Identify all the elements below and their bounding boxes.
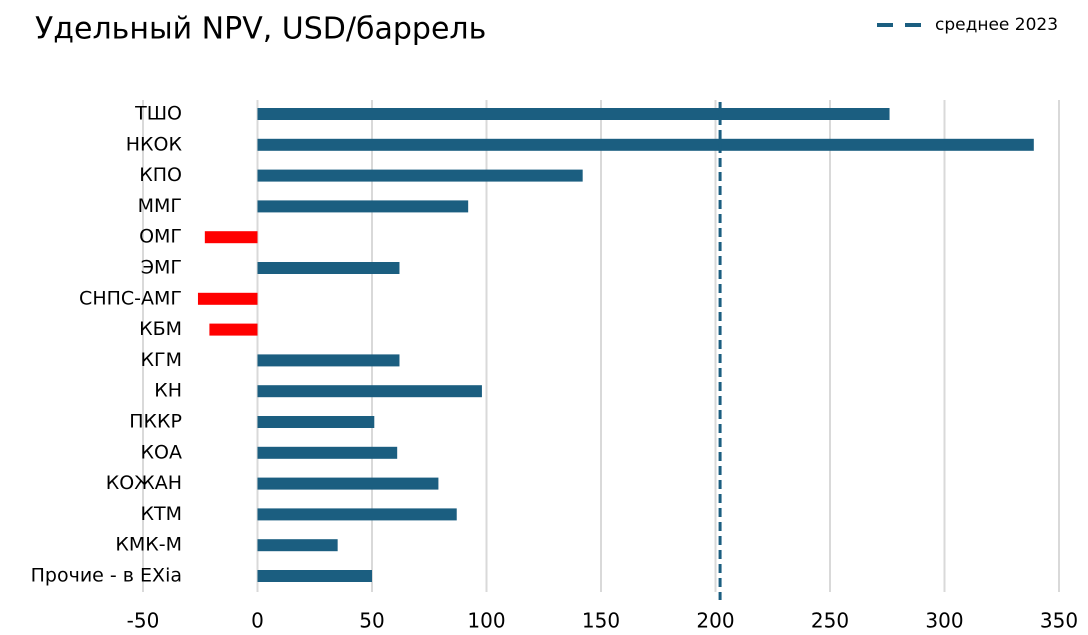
- bar: [257, 385, 482, 398]
- bar: [257, 262, 400, 274]
- chart-title: Удельный NPV, USD/баррель: [35, 12, 486, 47]
- y-tick-label: КБМ: [139, 318, 182, 340]
- bar: [257, 539, 338, 552]
- y-tick-label: ММГ: [138, 195, 182, 217]
- x-tick-label: 200: [696, 609, 734, 633]
- x-tick-label: 300: [925, 609, 963, 633]
- bar: [257, 570, 372, 582]
- y-tick-label: КПО: [139, 164, 182, 186]
- x-tick-label: 250: [811, 609, 849, 633]
- bar: [204, 231, 258, 244]
- x-tick-label: 50: [359, 609, 384, 633]
- bar: [257, 354, 400, 367]
- y-tick-label: Прочие - в EXia: [31, 565, 182, 587]
- bar: [257, 108, 890, 120]
- y-tick-label: СНПС-АМГ: [79, 287, 182, 309]
- y-tick-label: ЭМГ: [141, 257, 182, 279]
- y-tick-label: ПККР: [129, 411, 182, 433]
- bar: [257, 169, 583, 182]
- y-tick-label: КМК-М: [115, 534, 182, 556]
- y-tick-label: КН: [154, 380, 182, 402]
- y-tick-label: КГМ: [141, 349, 182, 371]
- legend-label: среднее 2023: [935, 15, 1058, 35]
- y-tick-label: КТМ: [141, 503, 183, 525]
- y-tick-label: КОЖАН: [106, 472, 182, 494]
- y-tick-label: НКОК: [126, 133, 183, 155]
- x-tick-label: 100: [467, 609, 505, 633]
- y-tick-label: ОМГ: [139, 226, 182, 248]
- bar: [209, 323, 258, 336]
- bar: [257, 508, 457, 521]
- bar: [257, 138, 1034, 151]
- bar: [257, 446, 398, 459]
- bar: [257, 416, 375, 428]
- bar: [257, 477, 439, 490]
- y-tick-label: ТШО: [134, 103, 182, 125]
- bar: [197, 292, 258, 305]
- x-tick-label: 0: [251, 609, 264, 633]
- x-tick-label: 350: [1040, 609, 1078, 633]
- x-tick-label: 150: [582, 609, 620, 633]
- x-tick-label: -50: [127, 609, 160, 633]
- bar: [257, 200, 469, 213]
- y-tick-label: КОА: [141, 441, 182, 463]
